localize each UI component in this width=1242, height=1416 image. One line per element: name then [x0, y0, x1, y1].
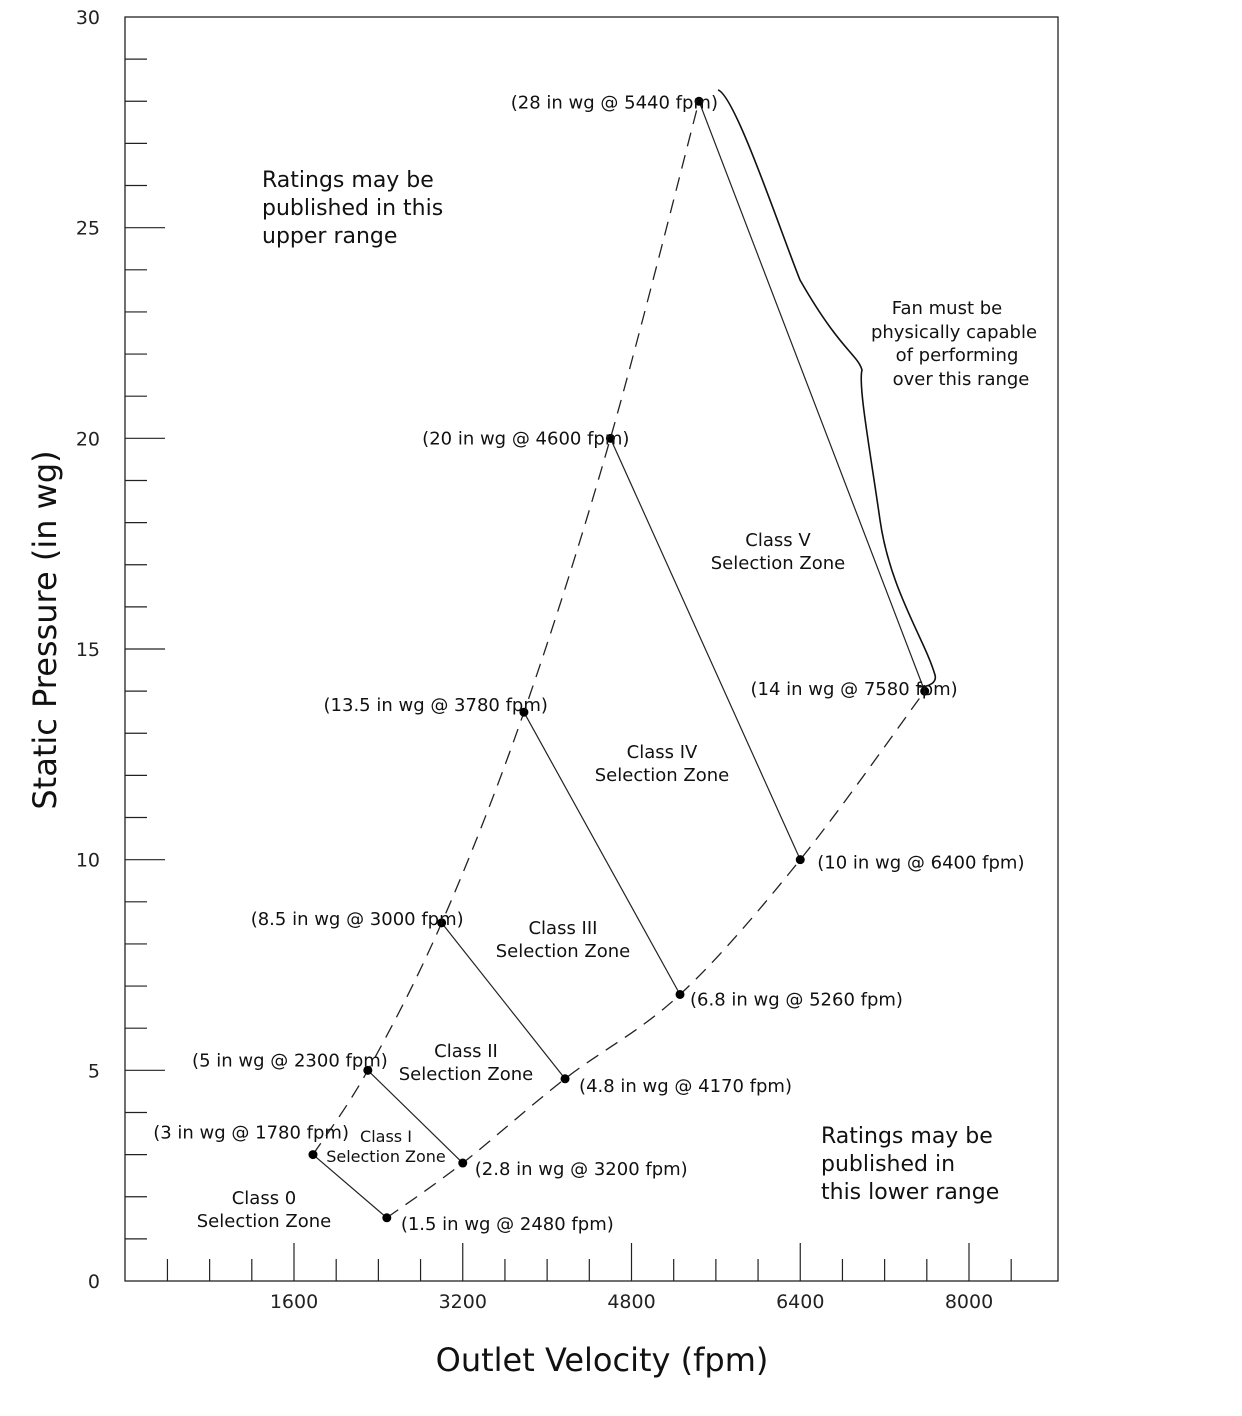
data-point — [560, 1074, 570, 1084]
svg-text:Ratings may be: Ratings may be — [262, 168, 434, 193]
zone-label: Selection Zone — [326, 1147, 446, 1166]
zone-label: Class 0 — [232, 1188, 297, 1209]
svg-text:published in: published in — [821, 1152, 955, 1177]
data-point — [382, 1213, 392, 1223]
svg-text:Ratings may be: Ratings may be — [821, 1124, 993, 1149]
zone-label: Class IV — [627, 742, 698, 763]
data-point — [458, 1158, 468, 1168]
zone-label: Selection Zone — [711, 553, 846, 574]
x-tick-label: 4800 — [607, 1291, 655, 1313]
data-point — [519, 707, 529, 717]
point-label: (10 in wg @ 6400 fpm) — [817, 853, 1024, 874]
zone-label: Selection Zone — [197, 1211, 332, 1232]
capability-note: Fan must be physically capable of perfor… — [871, 298, 1037, 390]
svg-text:upper range: upper range — [262, 224, 397, 249]
data-point — [694, 96, 704, 106]
y-tick-label: 0 — [88, 1271, 100, 1293]
svg-text:Fan must be: Fan must be — [892, 298, 1002, 319]
zone-lines — [312, 101, 926, 1219]
data-point — [363, 1065, 373, 1075]
zone-line — [609, 438, 801, 860]
svg-text:this lower range: this lower range — [821, 1180, 999, 1205]
zone-label: Selection Zone — [496, 941, 631, 962]
svg-text:over this range: over this range — [893, 369, 1030, 390]
zone-label: Selection Zone — [399, 1064, 534, 1085]
zone-line — [523, 711, 681, 995]
x-tick-label: 1600 — [270, 1291, 318, 1313]
dashed-boundaries — [312, 101, 926, 1219]
data-point — [308, 1150, 318, 1160]
y-tick-label: 5 — [88, 1060, 100, 1082]
zone-line — [441, 922, 566, 1080]
data-point — [795, 855, 805, 865]
svg-text:of performing: of performing — [896, 345, 1019, 366]
point-label: (28 in wg @ 5440 fpm) — [511, 92, 718, 113]
y-tick-label: 20 — [76, 428, 100, 450]
point-label: (20 in wg @ 4600 fpm) — [422, 428, 629, 449]
zone-label: Class III — [528, 918, 597, 939]
zone-line — [698, 101, 926, 692]
svg-text:physically capable: physically capable — [871, 322, 1037, 343]
y-axis-title: Static Pressure (in wg) — [26, 450, 64, 809]
upper-range-note: Ratings may be published in this upper r… — [262, 168, 443, 249]
svg-text:published in this: published in this — [262, 196, 443, 221]
data-point — [437, 918, 447, 928]
point-label: (13.5 in wg @ 3780 fpm) — [324, 695, 548, 716]
y-tick-label: 25 — [76, 218, 100, 240]
y-tick-label: 30 — [76, 7, 100, 29]
data-point — [675, 989, 685, 999]
point-label: (5 in wg @ 2300 fpm) — [192, 1050, 388, 1071]
data-point — [920, 686, 930, 696]
zone-label: Class V — [745, 530, 811, 551]
point-label: (1.5 in wg @ 2480 fpm) — [401, 1214, 614, 1235]
data-point — [605, 433, 615, 443]
x-tick-label: 3200 — [439, 1291, 487, 1313]
x-tick-label: 6400 — [776, 1291, 824, 1313]
point-label: (2.8 in wg @ 3200 fpm) — [475, 1159, 688, 1180]
zone-line — [367, 1069, 464, 1164]
upper-boundary-dashed — [312, 101, 700, 1155]
x-axis-title: Outlet Velocity (fpm) — [436, 1341, 769, 1379]
axis-tick-labels: 0 5 10 15 20 25 30 1600 3200 4800 6400 8000 — [76, 7, 993, 1313]
point-label: (6.8 in wg @ 5260 fpm) — [690, 989, 903, 1010]
zone-label: Selection Zone — [595, 765, 730, 786]
point-label: (14 in wg @ 7580 fpm) — [750, 679, 957, 700]
zone-label: Class II — [434, 1041, 498, 1062]
y-tick-label: 10 — [76, 850, 100, 872]
zone-line — [312, 1154, 388, 1219]
x-tick-label: 8000 — [945, 1291, 993, 1313]
point-label: (8.5 in wg @ 3000 fpm) — [251, 909, 464, 930]
capability-brace — [717, 89, 937, 688]
point-labels: (3 in wg @ 1780 fpm) (1.5 in wg @ 2480 fp… — [153, 92, 1024, 1235]
point-label: (4.8 in wg @ 4170 fpm) — [579, 1076, 792, 1097]
lower-range-note: Ratings may be published in this lower r… — [821, 1124, 999, 1205]
y-tick-label: 15 — [76, 639, 100, 661]
data-points — [308, 96, 930, 1223]
point-label: (3 in wg @ 1780 fpm) — [153, 1123, 349, 1144]
zone-label: Class I — [360, 1127, 412, 1146]
axis-ticks — [125, 58, 1012, 1281]
